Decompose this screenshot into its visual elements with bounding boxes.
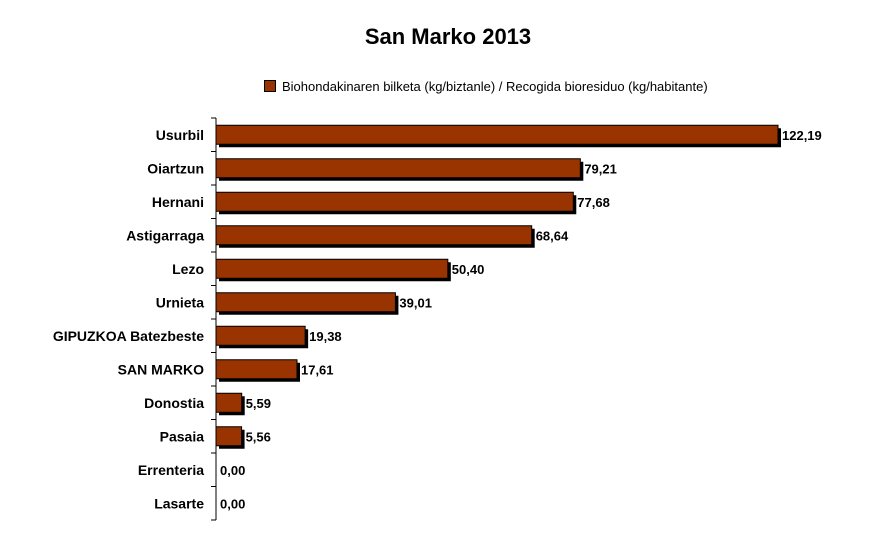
data-label: 0,00 xyxy=(220,463,245,478)
chart-title: San Marko 2013 xyxy=(364,24,532,49)
data-label: 122,19 xyxy=(782,128,822,143)
legend-label: Biohondakinaren bilketa (kg/biztanle) / … xyxy=(282,78,708,94)
category-label: Lezo xyxy=(172,261,204,277)
bar xyxy=(215,158,581,179)
bar xyxy=(215,191,574,212)
data-label: 0,00 xyxy=(220,496,245,511)
bar xyxy=(215,392,243,413)
category-label: Usurbil xyxy=(156,127,204,143)
data-label: 39,01 xyxy=(399,295,432,310)
category-label: Oiartzun xyxy=(147,160,204,176)
category-label: Pasaia xyxy=(160,428,205,444)
legend: Biohondakinaren bilketa (kg/biztanle) / … xyxy=(264,76,708,96)
data-label: 5,59 xyxy=(246,396,271,411)
data-label: 19,38 xyxy=(309,329,342,344)
bar xyxy=(215,258,449,279)
legend-swatch xyxy=(264,80,276,92)
data-label: 68,64 xyxy=(536,228,569,243)
data-label: 50,40 xyxy=(452,262,485,277)
category-label: Urnieta xyxy=(156,294,204,310)
bar xyxy=(215,292,396,313)
category-label: Errenteria xyxy=(138,462,204,478)
bar xyxy=(215,359,298,380)
bar xyxy=(215,225,533,246)
bar xyxy=(215,426,243,447)
bar xyxy=(215,124,779,145)
data-label: 77,68 xyxy=(577,195,610,210)
data-label: 17,61 xyxy=(301,362,334,377)
category-label: Lasarte xyxy=(154,495,204,511)
category-label: Hernani xyxy=(152,194,204,210)
bar xyxy=(215,325,306,346)
category-label: Astigarraga xyxy=(126,227,204,243)
data-label: 79,21 xyxy=(584,161,617,176)
category-label: GIPUZKOA Batezbeste xyxy=(53,328,204,344)
category-label: Donostia xyxy=(144,395,204,411)
category-label: SAN MARKO xyxy=(118,361,204,377)
data-label: 5,56 xyxy=(246,429,271,444)
